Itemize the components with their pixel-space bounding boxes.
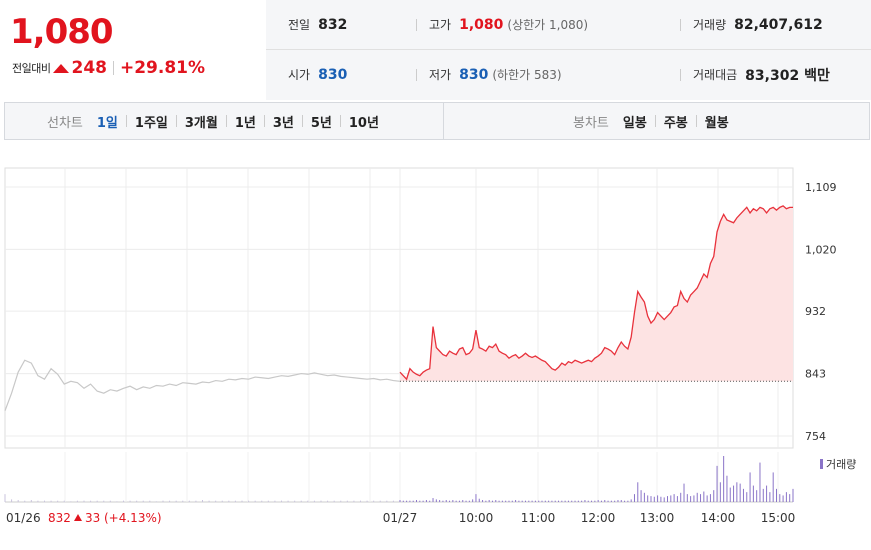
divider [680,18,681,31]
open-cell: 시가 830 [288,50,347,99]
low-label: 저가 [429,68,452,82]
change-label: 전일대비 [12,62,51,75]
stats-row-2: 시가 830 저가 830 (하한가 583) 거래대금 83,302 백만 [266,50,871,99]
high-cell: 고가 1,080 (상한가 1,080) [416,0,588,49]
divider [416,18,417,31]
quote-header: 1,080 전일대비 248 +29.81% 전일 832 고가 1,080 (… [0,0,871,100]
divider [175,115,177,127]
divider [339,115,341,127]
tab-line-period-4[interactable]: 3년 [272,115,294,131]
x-tick-label: 15:00 [761,511,796,525]
amount-value: 83,302 백만 [745,67,830,84]
candle-chart-label: 봉차트 [573,115,609,131]
volume-legend-swatch [820,459,823,469]
divider [263,115,265,127]
plot-area [4,167,794,449]
low-cell: 저가 830 (하한가 583) [416,50,562,99]
line-chart-label: 선차트 [47,115,83,131]
x-tick-label: 11:00 [521,511,556,525]
today-line [399,205,793,381]
divider [125,115,127,127]
volume-value: 82,407,612 [734,16,823,33]
tab-candle-period-2[interactable]: 월봉 [704,115,729,131]
volume-cell: 거래량 82,407,612 [680,0,823,49]
divider [416,68,417,81]
change-percent: +29.81% [119,58,206,78]
tab-line-period-2[interactable]: 3개월 [184,115,218,131]
prev-day-change: 33 [85,511,100,525]
y-tick-label: 1,109 [805,181,837,194]
prev-close-value: 832 [318,16,348,33]
tab-candle-period-1[interactable]: 주봉 [663,115,688,131]
stats-row-1: 전일 832 고가 1,080 (상한가 1,080) 거래량 82,407,6… [266,0,871,50]
tab-line-period-1[interactable]: 1주일 [134,115,168,131]
high-value: 1,080 [459,16,504,33]
divider [225,115,227,127]
divider [443,103,444,139]
x-tick-label: 10:00 [459,511,494,525]
volume-legend-label: 거래량 [826,458,856,471]
x-tick-label: 01/27 [383,511,418,525]
line-chart-tabs: 선차트 1일 1주일 3개월 1년 3년 5년 10년 [47,103,379,139]
divider [654,115,656,127]
amount-label: 거래대금 [693,68,738,82]
stats-grid: 전일 832 고가 1,080 (상한가 1,080) 거래량 82,407,6… [266,0,871,100]
prev-day-line [4,359,401,411]
lower-limit: (하한가 583) [492,68,562,82]
x-tick-label: 13:00 [640,511,675,525]
divider [695,115,697,127]
low-value: 830 [459,66,489,83]
high-label: 고가 [429,18,452,32]
tab-line-period-5[interactable]: 5년 [310,115,332,131]
y-tick-label: 932 [805,305,826,318]
y-tick-label: 843 [805,368,826,381]
tab-line-period-6[interactable]: 10년 [348,115,379,131]
amount-cell: 거래대금 83,302 백만 [680,50,830,99]
prev-close-label: 전일 [288,18,311,32]
divider [680,68,681,81]
price-change: 전일대비 248 +29.81% [12,58,205,78]
y-tick-label: 754 [805,430,826,443]
upper-limit: (상한가 1,080) [507,18,589,32]
x-tick-label: 14:00 [701,511,736,525]
tab-line-period-0[interactable]: 1일 [96,115,118,131]
tab-candle-period-0[interactable]: 일봉 [622,115,647,131]
divider [112,61,114,75]
price-box: 1,080 전일대비 248 +29.81% [0,0,266,100]
volume-label: 거래량 [693,18,727,32]
prev-day-change-percent: (+4.13%) [104,511,162,525]
y-tick-label: 1,020 [805,243,837,256]
up-arrow-icon [53,63,70,73]
tab-line-period-3[interactable]: 1년 [234,115,256,131]
up-arrow-icon [74,514,82,521]
today-area [400,205,793,382]
candle-chart-tabs: 봉차트 일봉 주봉 월봉 [573,103,729,139]
prev-day-close: 832 [48,511,71,525]
prev-day-date: 01/26 [6,511,41,525]
prev-close-cell: 전일 832 [288,0,347,49]
open-label: 시가 [288,68,311,82]
current-price: 1,080 [10,12,114,52]
divider [301,115,303,127]
open-value: 830 [318,66,348,83]
x-tick-label: 12:00 [581,511,616,525]
change-amount: 248 [71,58,107,78]
chart-tabs: 선차트 1일 1주일 3개월 1년 3년 5년 10년 봉차트 일봉 주봉 월봉 [4,102,870,140]
